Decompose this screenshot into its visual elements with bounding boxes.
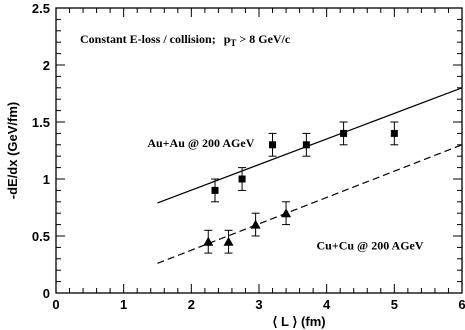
- x-tick-label: 5: [391, 297, 398, 312]
- data-point-cucu: [250, 212, 261, 237]
- annotation-text: Constant E-loss / collision; pT > 8 GeV/…: [80, 32, 291, 48]
- triangle-marker: [203, 236, 214, 246]
- axis-ticks: [55, 7, 463, 294]
- x-tick-label: 2: [188, 297, 195, 312]
- square-marker: [340, 129, 348, 137]
- y-axis-title: -dE/dx (GeV/fm): [5, 102, 20, 200]
- square-marker: [302, 141, 310, 149]
- data-point-auau: [211, 178, 220, 203]
- annotation-condition-sub: T: [230, 38, 236, 48]
- x-tick-label: 1: [120, 297, 127, 312]
- y-tick-label: 1: [43, 172, 50, 187]
- annotation-main: Constant E-loss / collision;: [80, 32, 216, 46]
- square-marker: [269, 141, 277, 149]
- annotation-condition-prefix: p: [224, 32, 231, 46]
- triangle-marker: [281, 208, 292, 218]
- y-tick-label: 1.5: [32, 115, 50, 130]
- tick-labels: 0 1 2 3 4 5 6 0 0.5 1 1.5 2 2.5: [32, 1, 465, 312]
- square-marker: [390, 129, 398, 137]
- triangle-marker: [250, 219, 261, 229]
- x-tick-label: 0: [52, 297, 59, 312]
- triangle-marker: [223, 236, 234, 246]
- series-label-cucu: Cu+Cu @ 200 AGeV: [317, 239, 424, 253]
- data-point-auau: [268, 132, 277, 157]
- y-tick-label: 2.5: [32, 1, 50, 16]
- data-point-auau: [238, 167, 247, 191]
- square-marker: [238, 175, 246, 183]
- data-point-cucu: [281, 201, 292, 226]
- x-tick-label: 3: [255, 297, 262, 312]
- x-tick-label: 4: [323, 297, 331, 312]
- y-tick-label: 2: [43, 58, 50, 73]
- data-point-auau: [302, 132, 311, 157]
- data-point-cucu: [223, 229, 234, 254]
- y-tick-label: 0: [43, 286, 50, 301]
- data-point-auau: [339, 121, 348, 146]
- x-axis-title: ⟨ L ⟩ (fm): [272, 314, 325, 329]
- data-point-auau: [390, 121, 399, 146]
- data-point-cucu: [203, 229, 214, 254]
- annotation-condition-suffix: > 8 GeV/c: [236, 32, 290, 46]
- x-tick-label: 6: [458, 297, 465, 312]
- series-label-auau: Au+Au @ 200 AGeV: [147, 136, 254, 150]
- data-points: [203, 121, 399, 254]
- square-marker: [211, 186, 219, 194]
- y-tick-label: 0.5: [32, 229, 50, 244]
- fit-lines: [157, 87, 463, 264]
